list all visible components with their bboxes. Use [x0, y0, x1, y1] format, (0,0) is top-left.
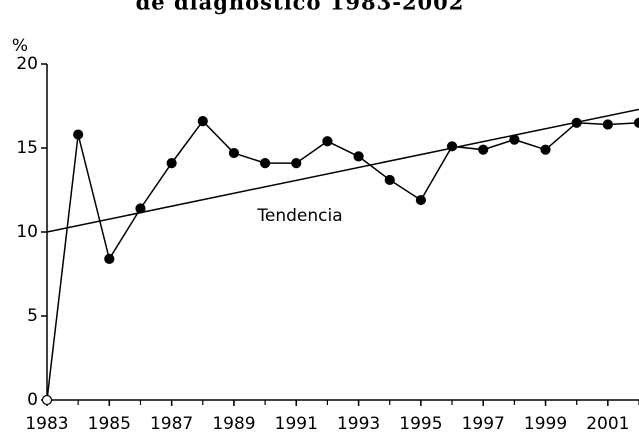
data-point	[322, 136, 333, 147]
data-point	[291, 158, 302, 169]
data-point	[260, 158, 271, 169]
x-tick-label: 1995	[399, 414, 442, 434]
x-tick-label: 1985	[88, 414, 131, 434]
x-tick-label: 1997	[462, 414, 505, 434]
data-point	[353, 151, 364, 162]
data-point	[509, 134, 520, 145]
trend-label: Tendencia	[256, 206, 342, 226]
data-point	[540, 144, 551, 155]
data-point	[633, 117, 639, 128]
y-tick-label: 10	[16, 222, 38, 242]
data-point	[104, 253, 115, 264]
data-point	[41, 394, 53, 406]
data-point	[415, 194, 426, 206]
x-tick-label: 1989	[212, 414, 255, 434]
data-point	[571, 117, 582, 128]
data-point	[197, 116, 208, 127]
x-tick-label: 1993	[337, 414, 380, 434]
chart-title: de diagnóstico 1983-2002	[136, 0, 465, 15]
trend-line	[46, 108, 639, 233]
x-tick-label: 1991	[275, 414, 318, 434]
data-point	[384, 174, 395, 186]
data-point	[446, 141, 458, 152]
x-tick-label: 1987	[150, 414, 193, 434]
y-tick-label: 5	[27, 306, 38, 326]
y-tick-label: 0	[27, 390, 38, 410]
data-point	[478, 144, 489, 155]
series-line	[46, 119, 639, 401]
data-point	[135, 203, 146, 214]
y-axis-label: %	[12, 36, 28, 56]
data-point	[602, 119, 613, 130]
x-tick-label: 1983	[25, 414, 68, 434]
data-point	[166, 158, 177, 169]
data-point	[228, 147, 240, 159]
x-tick-label: 1999	[524, 414, 567, 434]
x-tick-label: 2001	[586, 414, 629, 434]
y-tick-label: 15	[16, 138, 38, 158]
y-tick-label: 20	[16, 54, 38, 74]
data-point	[73, 129, 84, 140]
